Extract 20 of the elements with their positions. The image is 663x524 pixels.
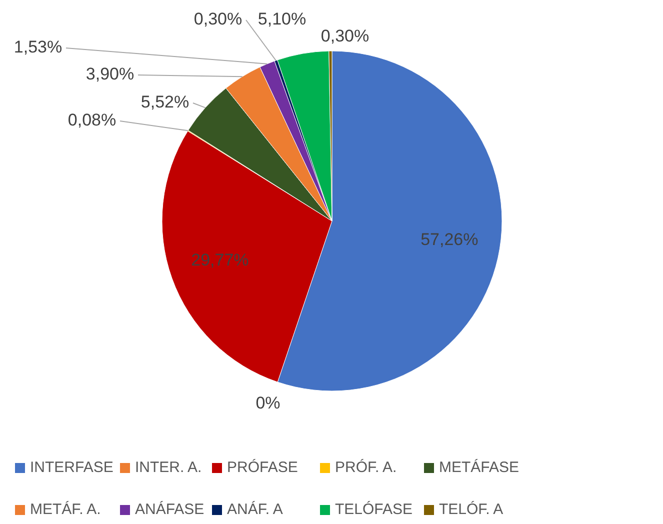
legend-label: METÁFASE bbox=[439, 458, 520, 476]
data-label: 57,26% bbox=[420, 230, 478, 249]
data-label: 0,30% bbox=[320, 26, 370, 46]
data-label: 3,90% bbox=[86, 64, 134, 84]
legend-label: TELÓFASE bbox=[335, 500, 413, 518]
legend-label: TELÓF. A bbox=[439, 500, 504, 518]
legend-label: ANÁFASE bbox=[135, 500, 204, 518]
data-label: 1,53% bbox=[14, 37, 62, 56]
data-label: 5,10% bbox=[258, 9, 306, 28]
legend-label: ANÁF. A bbox=[227, 500, 283, 518]
data-label: 0,30% bbox=[194, 9, 242, 28]
text: 0% bbox=[256, 393, 280, 412]
legend-label: INTERFASE bbox=[30, 458, 114, 476]
data-label: 29,77% bbox=[191, 250, 249, 270]
data-label: 5,52% bbox=[140, 92, 190, 112]
legend-label: PRÓFASE bbox=[227, 458, 298, 476]
legend-label: PRÓF. A. bbox=[335, 458, 397, 476]
legend-label: INTER. A. bbox=[135, 458, 202, 476]
legend-label: METÁF. A. bbox=[30, 500, 101, 518]
data-label: 0,08% bbox=[68, 110, 116, 130]
